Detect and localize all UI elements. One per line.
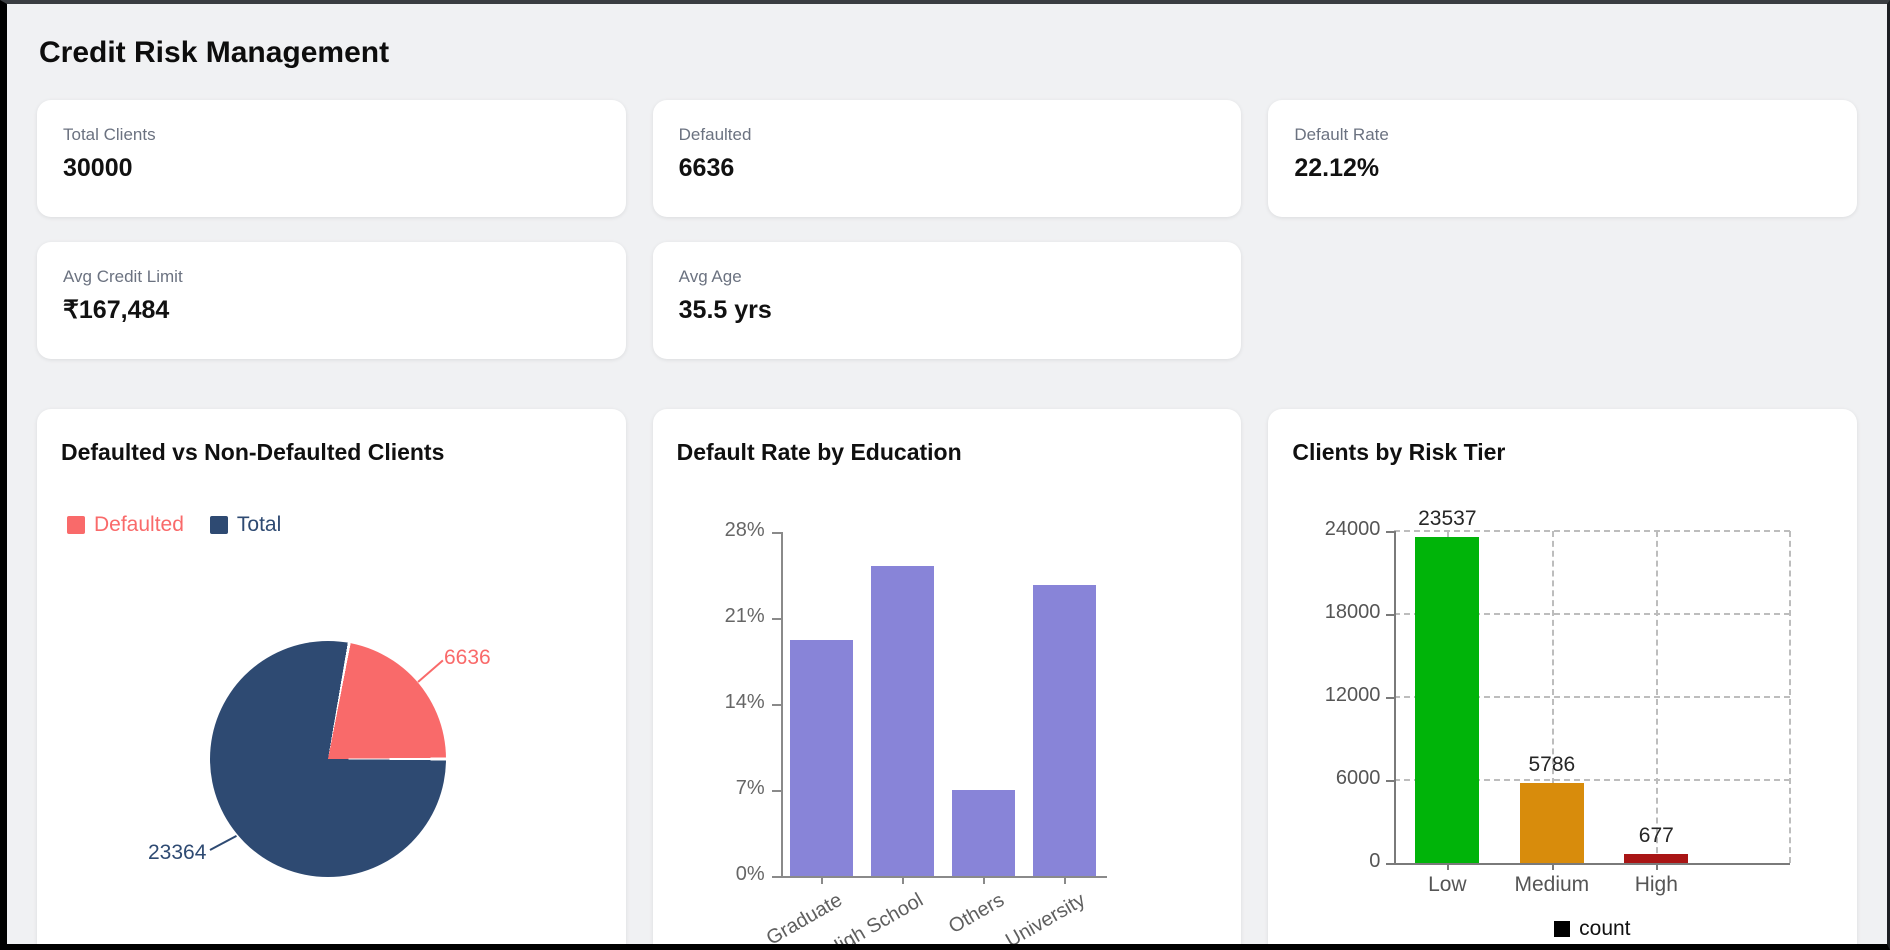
legend-swatch-icon [1554,921,1571,937]
bar-high[interactable] [1624,854,1689,863]
y-tick-mark [771,532,781,534]
kpi-label: Avg Credit Limit [63,267,183,286]
y-tick-mark [771,618,781,620]
y-tick-mark [1386,697,1395,699]
kpi-grid: Total Clients 30000 Defaulted 6636 Defau… [37,100,1857,359]
y-tick-label: 7% [735,777,765,799]
kpi-value: 6636 [678,154,735,182]
education-chart-card: Default Rate by Education 28% 21% 14% 7% 0% G… [652,409,1242,950]
legend-swatch-icon [67,516,85,534]
h-gridline [1394,613,1791,615]
x-axis-line [1394,863,1791,865]
y-tick-mark [1386,614,1395,616]
x-tick-label: High [1634,873,1678,896]
pie-chart-title: Defaulted vs Non-Defaulted Clients [61,439,445,465]
education-chart-body: 28% 21% 14% 7% 0% Graduate High School Others Un… [677,469,1218,950]
pie-chart-card: Defaulted vs Non-Defaulted Clients Defau… [37,409,626,944]
y-tick-mark [771,790,781,792]
pie-slice-label-defaulted: 6636 [444,646,491,669]
kpi-label: Total Clients [63,125,156,144]
education-chart-title: Default Rate by Education [676,439,962,465]
kpi-value: 35.5 yrs [678,296,772,324]
risk-chart-legend[interactable]: count [1394,917,1790,941]
x-tick-mark [1447,863,1450,870]
kpi-card-defaulted: Defaulted 6636 [652,100,1242,217]
x-axis-line [780,876,1107,878]
legend-label: count [1579,917,1631,940]
kpi-card-total-clients: Total Clients 30000 [37,100,626,217]
risk-tier-chart-body: 24000 18000 12000 6000 0 23537 Low 5786 Medium 67… [1292,469,1833,944]
pie-slice-label-total: 23364 [148,841,207,864]
y-tick-label: 0% [735,863,765,885]
risk-tier-chart-card: Clients by Risk Tier 24000 18000 12000 6000… [1268,409,1857,944]
kpi-card-avg-credit-limit: Avg Credit Limit ₹167,484 [37,242,626,359]
y-tick-label: 21% [724,605,765,627]
kpi-card-avg-age: Avg Age 35.5 yrs [652,242,1242,359]
bar-university[interactable] [1032,585,1096,876]
y-tick-label: 12000 [1324,684,1381,706]
v-gridline [1789,531,1792,863]
x-tick-label: Low [1428,873,1467,896]
h-gridline [1394,530,1791,532]
y-tick-label: 0 [1369,850,1381,872]
v-gridline [1656,531,1659,863]
h-gridline [1394,779,1791,781]
kpi-label: Default Rate [1294,125,1389,144]
x-tick-mark [983,876,986,884]
x-tick-mark [902,876,905,884]
kpi-card-default-rate: Default Rate 22.12% [1268,100,1857,217]
bar-value-label: 677 [1638,824,1674,847]
pie-leader-line-total [209,835,237,851]
risk-tier-chart-title: Clients by Risk Tier [1292,439,1506,465]
bar-graduate[interactable] [789,640,853,876]
v-gridline [1552,531,1555,863]
x-tick-label: Graduate [762,889,847,950]
bar-value-label: 5786 [1528,753,1576,776]
x-tick-mark [1064,876,1067,884]
kpi-label: Avg Age [678,267,742,286]
kpi-value: ₹167,484 [63,296,170,324]
x-tick-label: Medium [1514,873,1590,896]
pie-leader-line-defaulted [417,659,444,683]
kpi-value: 22.12% [1294,154,1380,182]
y-tick-label: 24000 [1324,518,1381,540]
page-title: Credit Risk Management [39,36,390,69]
legend-label: Defaulted [94,513,184,536]
x-tick-mark [1656,863,1659,870]
legend-item-total[interactable]: Total [209,513,282,537]
kpi-label: Defaulted [678,125,752,144]
y-tick-mark [771,876,781,878]
y-tick-mark [1386,780,1395,782]
bar-high-school[interactable] [870,566,934,876]
y-tick-label: 18000 [1324,601,1381,623]
y-tick-label: 6000 [1335,767,1381,789]
y-axis-line [780,532,783,878]
h-gridline [1394,696,1791,698]
x-tick-mark [1551,863,1554,870]
pie-legend: Defaulted Total [67,513,281,537]
pie-chart-body: Defaulted Total 6636 23364 [61,469,602,944]
legend-swatch-icon [209,516,228,534]
y-tick-mark [1386,531,1395,533]
legend-item-defaulted[interactable]: Defaulted [67,513,184,537]
y-tick-mark [1386,863,1395,865]
kpi-value: 30000 [63,154,133,182]
bar-others[interactable] [951,790,1015,876]
y-tick-mark [771,704,781,706]
bar-medium[interactable] [1520,783,1585,863]
charts-grid: Defaulted vs Non-Defaulted Clients Defau… [37,409,1857,950]
y-tick-label: 28% [724,519,765,541]
legend-label: Total [236,513,282,536]
y-axis-line [1394,531,1397,863]
y-tick-label: 14% [724,691,765,713]
empty-grid-cell [1268,242,1857,359]
bar-value-label: 23537 [1418,507,1477,530]
x-tick-mark [821,876,824,884]
defaulted-pie[interactable] [210,641,446,877]
bar-low[interactable] [1415,537,1480,863]
